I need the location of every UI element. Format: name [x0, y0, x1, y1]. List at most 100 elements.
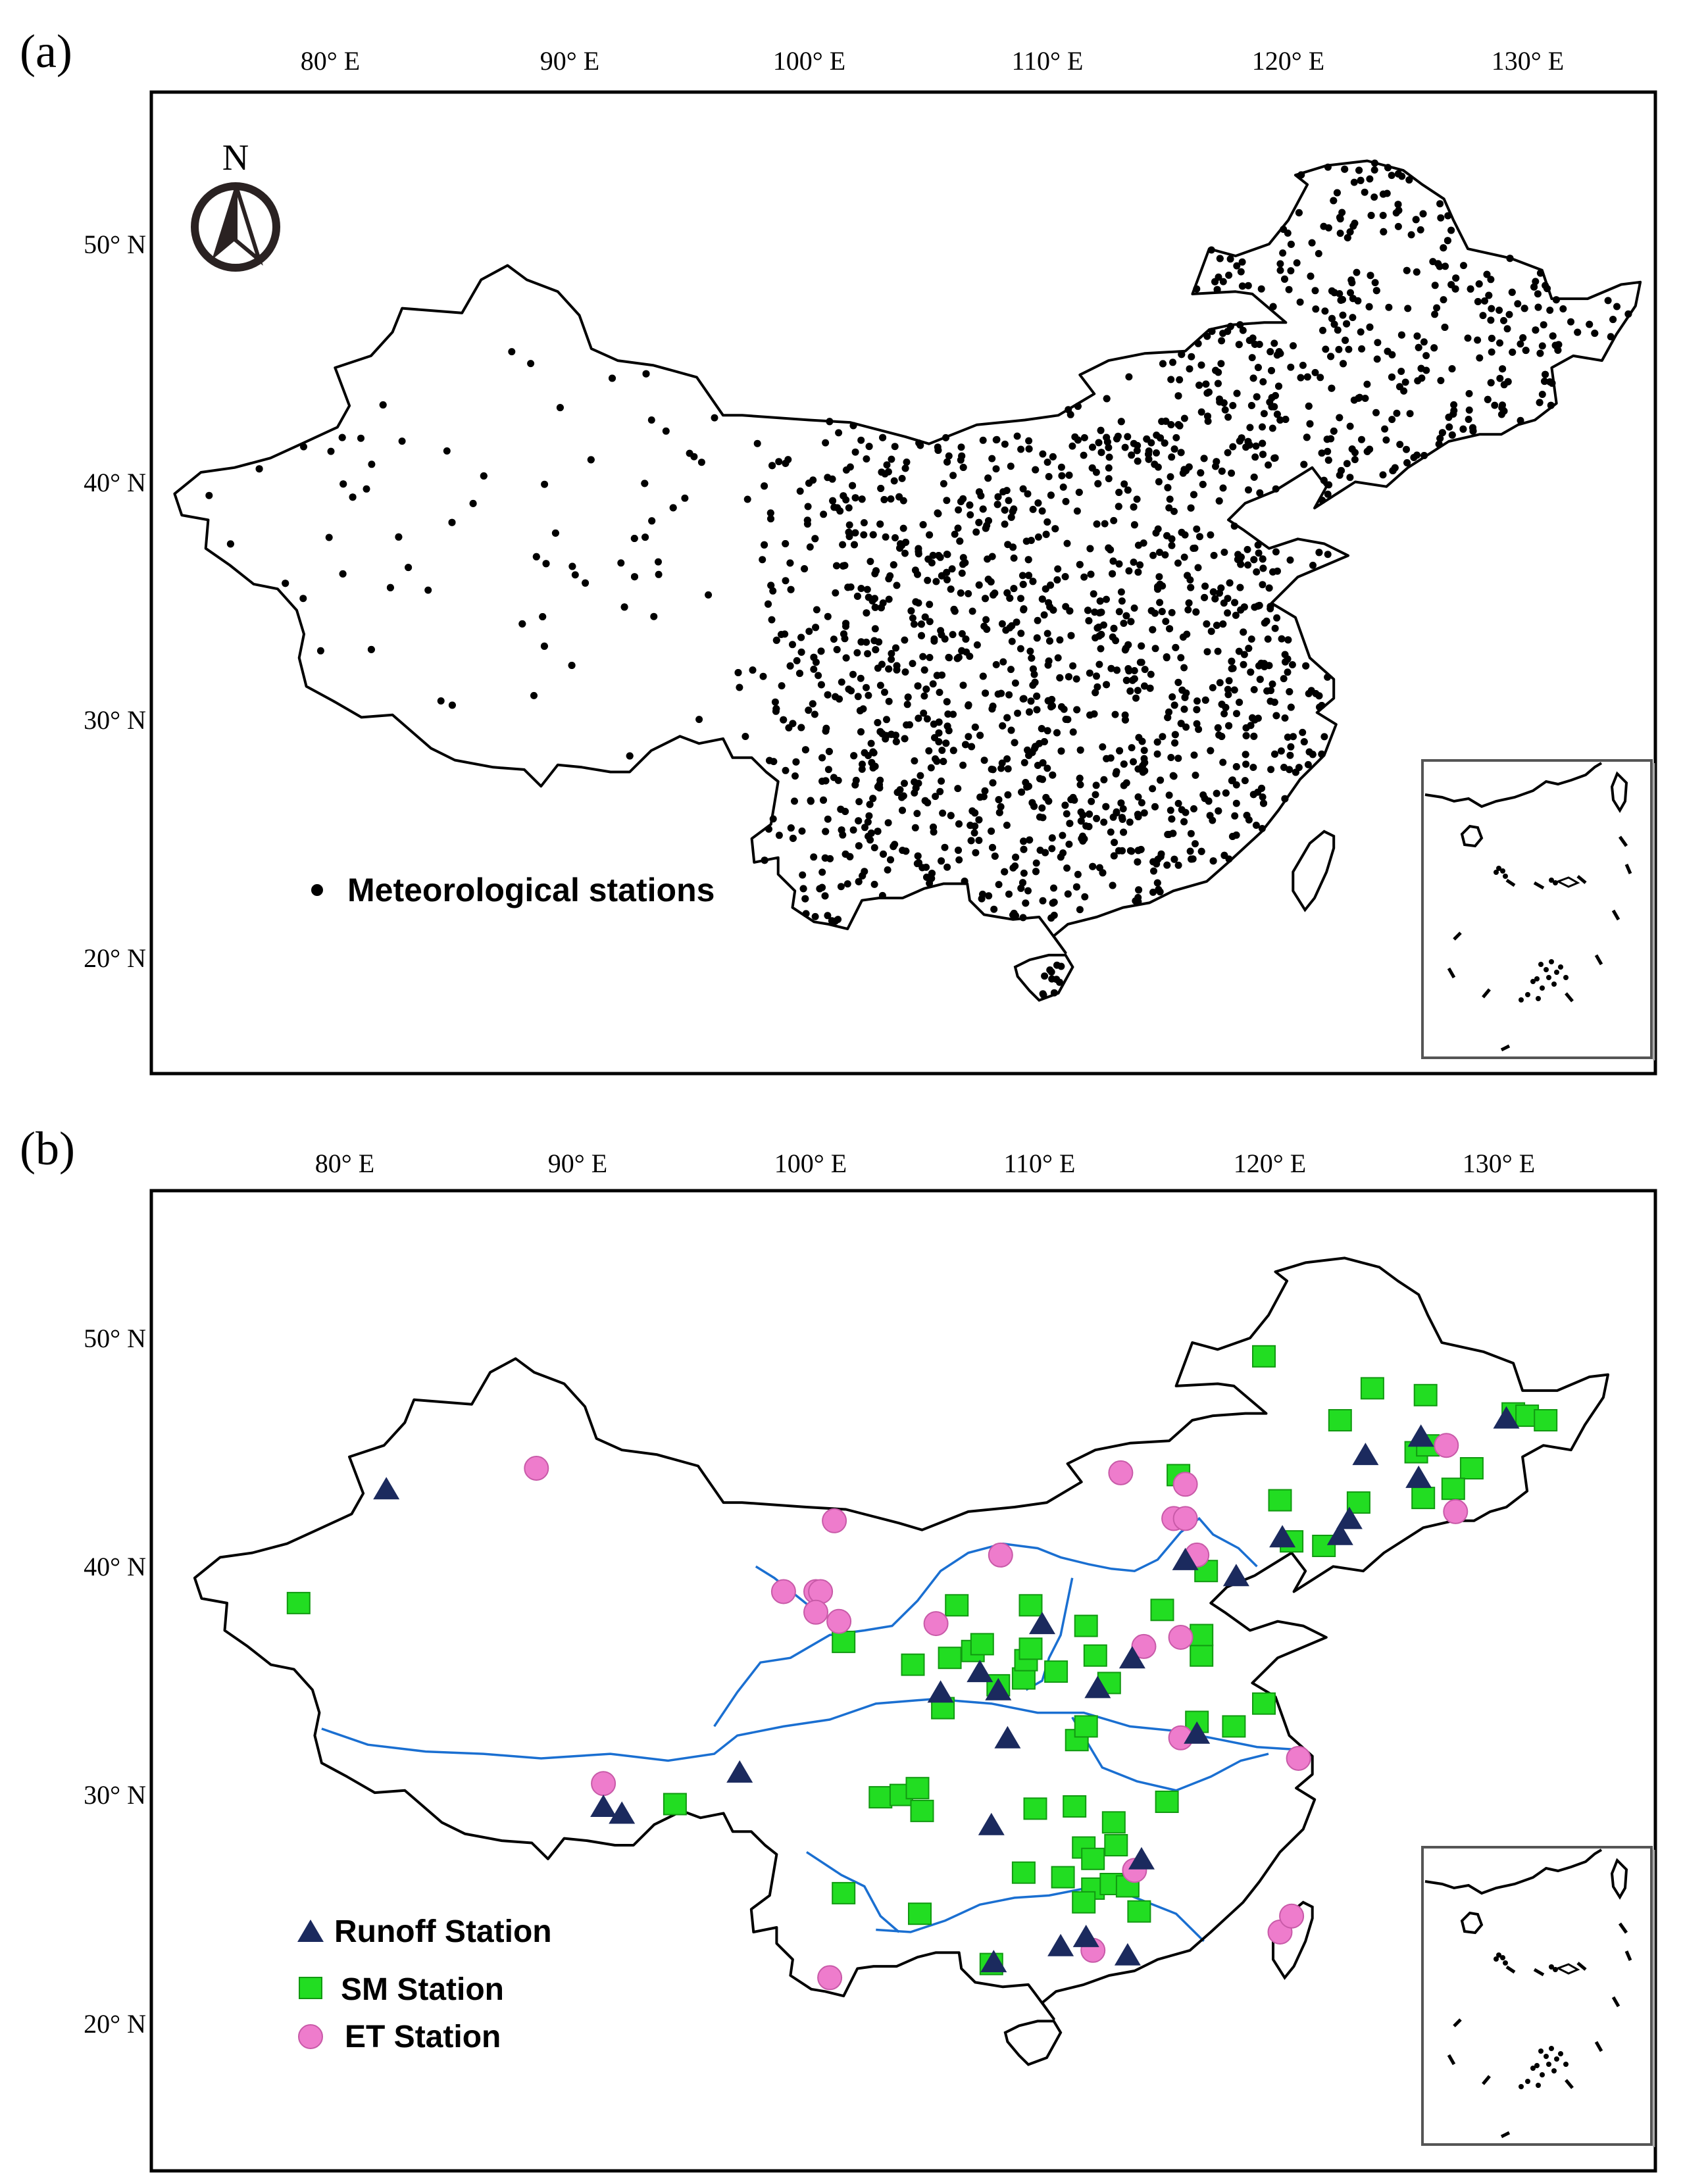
station-dot	[1151, 645, 1159, 653]
station-dot	[955, 847, 962, 854]
station-dot	[850, 752, 858, 760]
station-dot	[855, 817, 863, 825]
station-dot	[1343, 460, 1351, 468]
station-dot	[1125, 373, 1133, 381]
station-dot	[1190, 751, 1198, 759]
inset-island	[1555, 1963, 1580, 1975]
station-dot	[1438, 429, 1446, 437]
nine-dash-line-segment	[1565, 992, 1574, 1003]
station-dot	[1555, 341, 1563, 349]
station-dot	[1214, 647, 1222, 655]
station-dot	[1229, 664, 1237, 672]
station-dot	[1451, 285, 1459, 293]
station-dot	[1032, 859, 1040, 867]
station-dot	[1213, 789, 1220, 797]
station-dot	[1441, 324, 1449, 331]
station-dot	[845, 521, 853, 529]
station-dot	[1156, 599, 1164, 607]
station-dot	[1339, 296, 1346, 303]
station-dot	[1240, 660, 1247, 668]
station-dot	[1034, 616, 1042, 624]
station-dot	[772, 705, 780, 712]
station-dot	[761, 541, 768, 549]
station-dot	[925, 747, 933, 755]
station-dot	[815, 672, 822, 680]
station-dot	[1103, 434, 1111, 441]
station-dot	[934, 447, 942, 454]
inset-island	[1519, 997, 1524, 1003]
station-dot	[902, 847, 910, 855]
station-dot	[971, 822, 979, 830]
station-dot	[1435, 440, 1443, 448]
station-dot	[1226, 579, 1234, 587]
et-station-marker	[1172, 1506, 1198, 1531]
station-dot	[861, 749, 868, 757]
station-dot	[1224, 609, 1232, 617]
station-dot	[1305, 402, 1313, 410]
station-dot	[943, 698, 951, 706]
station-dot	[1534, 303, 1542, 311]
lon-tick-label: 90° E	[540, 46, 599, 76]
station-dot	[940, 480, 947, 487]
station-dot	[1130, 521, 1138, 529]
station-dot	[878, 891, 886, 899]
station-dot	[797, 724, 805, 732]
station-dot	[772, 636, 780, 644]
station-dot	[1058, 472, 1066, 480]
inset-taiwan-outline	[1610, 771, 1628, 813]
nine-dash-line-segment	[1482, 988, 1491, 999]
station-dot	[1153, 449, 1160, 457]
nine-dash-line-segment	[1500, 1044, 1511, 1052]
station-dot	[765, 600, 772, 608]
station-dot	[1178, 686, 1186, 694]
inset-island	[1494, 1956, 1499, 1962]
station-dot	[805, 707, 813, 714]
station-dot	[631, 573, 638, 581]
station-dot	[1384, 347, 1392, 355]
south-china-sea-inset	[1421, 1846, 1655, 2147]
station-dot	[1253, 568, 1261, 576]
station-dot	[855, 878, 863, 885]
panel-a: (a) 80° E 90° E 100° E 110° E 120° E 130…	[20, 25, 1657, 1076]
station-dot	[1541, 378, 1548, 385]
station-dot	[948, 565, 956, 573]
station-dot	[876, 776, 884, 784]
station-dot	[1367, 212, 1375, 219]
station-dot	[962, 741, 969, 749]
station-dot	[811, 710, 818, 718]
station-dot	[226, 540, 234, 548]
station-dot	[989, 766, 997, 774]
station-dot	[1284, 636, 1292, 644]
station-dot	[1295, 209, 1303, 216]
station-dot	[1107, 828, 1115, 836]
station-dot	[1072, 675, 1080, 683]
lon-tick-label: 130° E	[1492, 46, 1564, 76]
station-dot	[1180, 553, 1188, 561]
station-dot	[1153, 738, 1161, 746]
station-dot	[1115, 608, 1123, 616]
station-dot	[1019, 914, 1027, 922]
station-dot	[1045, 797, 1053, 805]
station-dot	[1020, 869, 1028, 877]
station-dot	[655, 558, 662, 566]
station-dot	[1442, 262, 1449, 270]
station-dot	[999, 722, 1007, 730]
station-dot	[1514, 300, 1522, 308]
station-dot	[1053, 729, 1061, 737]
station-dot	[1121, 443, 1129, 451]
station-dot	[1319, 326, 1326, 334]
station-dot	[1170, 701, 1178, 709]
station-dot	[1209, 857, 1217, 865]
sm-station-marker	[908, 1902, 932, 1925]
station-dot	[1344, 234, 1351, 241]
et-station-marker	[770, 1579, 796, 1604]
station-dot	[1270, 699, 1278, 706]
station-dot	[982, 689, 990, 697]
station-dot	[883, 461, 891, 469]
station-dot	[1271, 624, 1279, 632]
station-dot	[967, 511, 974, 519]
station-dot	[1170, 507, 1178, 515]
sm-station-marker	[1190, 1624, 1214, 1647]
taiwan-outline	[1292, 830, 1336, 912]
station-dot	[932, 793, 940, 801]
